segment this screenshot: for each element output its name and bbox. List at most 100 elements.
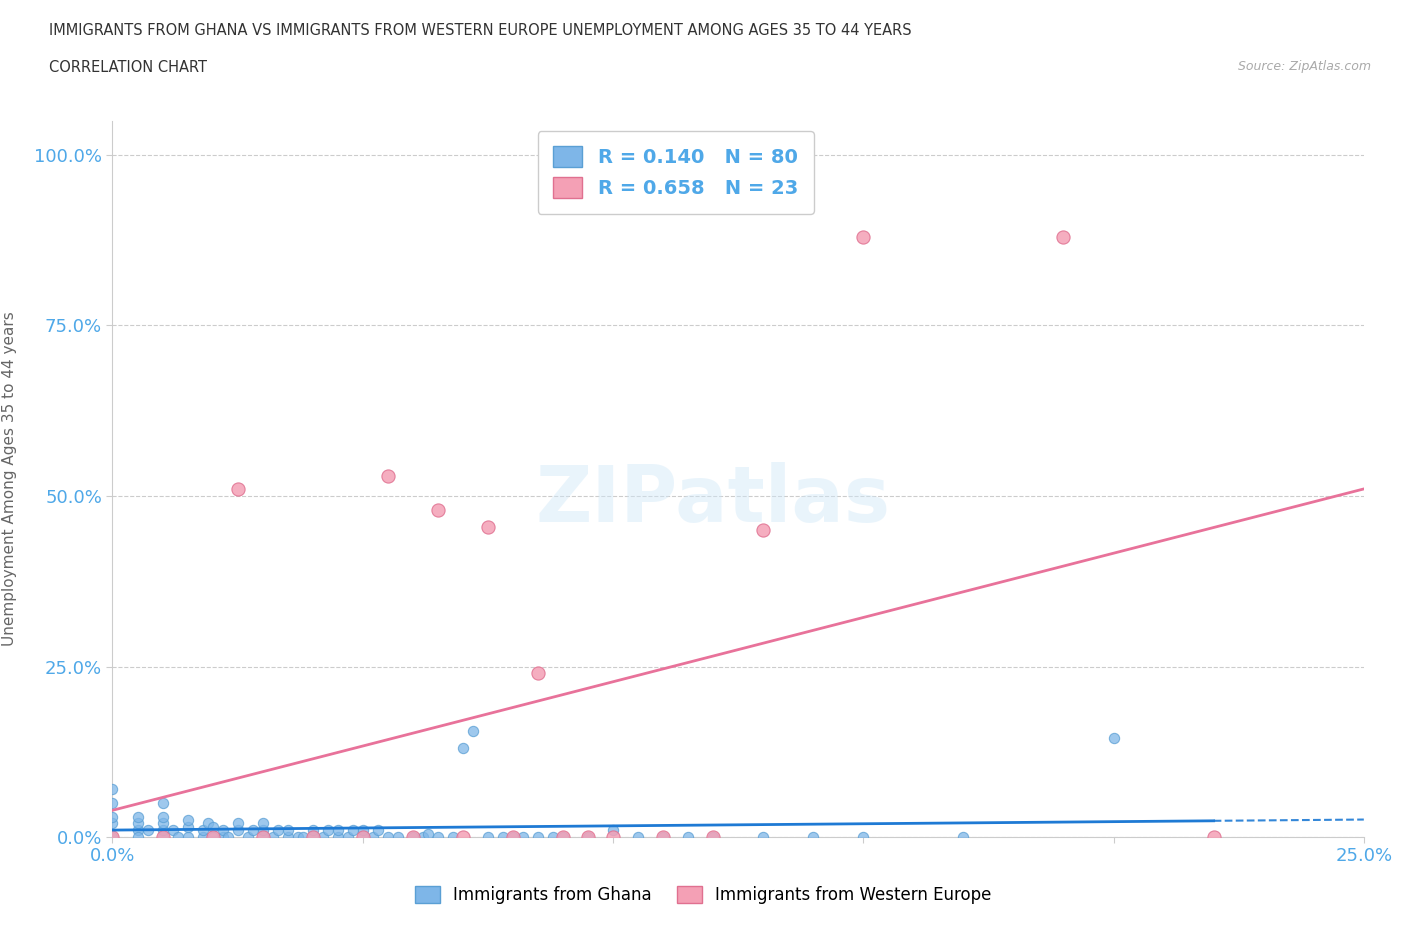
Point (461, 724, 484, 738)
Point (1052, 230, 1074, 245)
Point (101, 816, 124, 830)
Point (502, 830, 524, 844)
Point (127, 823, 149, 838)
Point (301, 830, 323, 844)
Point (576, 830, 599, 844)
Point (326, 830, 349, 844)
Point (152, 795, 174, 810)
Y-axis label: Unemployment Among Ages 35 to 44 years: Unemployment Among Ages 35 to 44 years (3, 312, 17, 646)
Point (226, 823, 249, 838)
Point (166, 830, 188, 844)
Text: Source: ZipAtlas.com: Source: ZipAtlas.com (1237, 60, 1371, 73)
Point (702, 830, 724, 844)
Point (426, 830, 449, 844)
Point (152, 830, 174, 844)
Point (512, 830, 534, 844)
Point (266, 823, 288, 838)
Point (176, 830, 198, 844)
Point (152, 809, 174, 824)
Point (191, 823, 214, 838)
Point (451, 741, 474, 756)
Point (101, 809, 124, 824)
Point (176, 813, 198, 828)
Point (197, 816, 219, 830)
Point (287, 830, 309, 844)
Point (377, 468, 399, 483)
Point (752, 830, 775, 844)
Point (602, 830, 624, 844)
Point (852, 830, 875, 844)
Point (152, 816, 174, 830)
Point (152, 823, 174, 838)
Point (1202, 830, 1225, 844)
Point (162, 823, 184, 838)
Point (101, 830, 124, 844)
Point (152, 830, 174, 844)
Point (236, 830, 259, 844)
Point (412, 830, 434, 844)
Point (127, 830, 149, 844)
Point (262, 830, 284, 844)
Point (226, 482, 249, 497)
Point (676, 830, 699, 844)
Point (127, 816, 149, 830)
Point (201, 819, 224, 834)
Text: CORRELATION CHART: CORRELATION CHART (49, 60, 207, 75)
Point (387, 830, 409, 844)
Point (291, 830, 314, 844)
Point (627, 830, 650, 844)
Point (101, 795, 124, 810)
Point (502, 830, 524, 844)
Point (201, 830, 224, 844)
Point (527, 666, 550, 681)
Point (252, 823, 274, 838)
Point (316, 823, 339, 838)
Text: ZIPatlas: ZIPatlas (536, 462, 890, 538)
Point (451, 830, 474, 844)
Point (191, 830, 214, 844)
Point (477, 830, 499, 844)
Point (652, 830, 675, 844)
Point (301, 823, 323, 838)
Point (217, 830, 239, 844)
Point (342, 823, 364, 838)
Point (176, 819, 198, 834)
Point (201, 830, 224, 844)
Point (541, 830, 564, 844)
Legend: R = 0.140   N = 80, R = 0.658   N = 23: R = 0.140 N = 80, R = 0.658 N = 23 (537, 130, 814, 214)
Point (576, 830, 599, 844)
Point (402, 830, 425, 844)
Point (527, 830, 550, 844)
Point (226, 816, 249, 830)
Point (242, 823, 264, 838)
Point (551, 830, 574, 844)
Text: IMMIGRANTS FROM GHANA VS IMMIGRANTS FROM WESTERN EUROPE UNEMPLOYMENT AMONG AGES : IMMIGRANTS FROM GHANA VS IMMIGRANTS FROM… (49, 23, 912, 38)
Point (352, 830, 374, 844)
Point (852, 230, 875, 245)
Point (336, 830, 359, 844)
Point (252, 816, 274, 830)
Point (211, 830, 233, 844)
Point (416, 826, 439, 841)
Point (426, 502, 449, 517)
Point (367, 823, 389, 838)
Point (326, 823, 349, 838)
Point (252, 830, 274, 844)
Point (801, 830, 824, 844)
Point (352, 823, 374, 838)
Point (252, 830, 274, 844)
Point (441, 830, 464, 844)
Legend: Immigrants from Ghana, Immigrants from Western Europe: Immigrants from Ghana, Immigrants from W… (406, 878, 1000, 912)
Point (402, 830, 425, 844)
Point (602, 823, 624, 838)
Point (377, 830, 399, 844)
Point (477, 519, 499, 534)
Point (136, 823, 159, 838)
Point (101, 782, 124, 797)
Point (492, 830, 515, 844)
Point (211, 823, 233, 838)
Point (277, 823, 299, 838)
Point (312, 830, 335, 844)
Point (277, 830, 299, 844)
Point (301, 830, 323, 844)
